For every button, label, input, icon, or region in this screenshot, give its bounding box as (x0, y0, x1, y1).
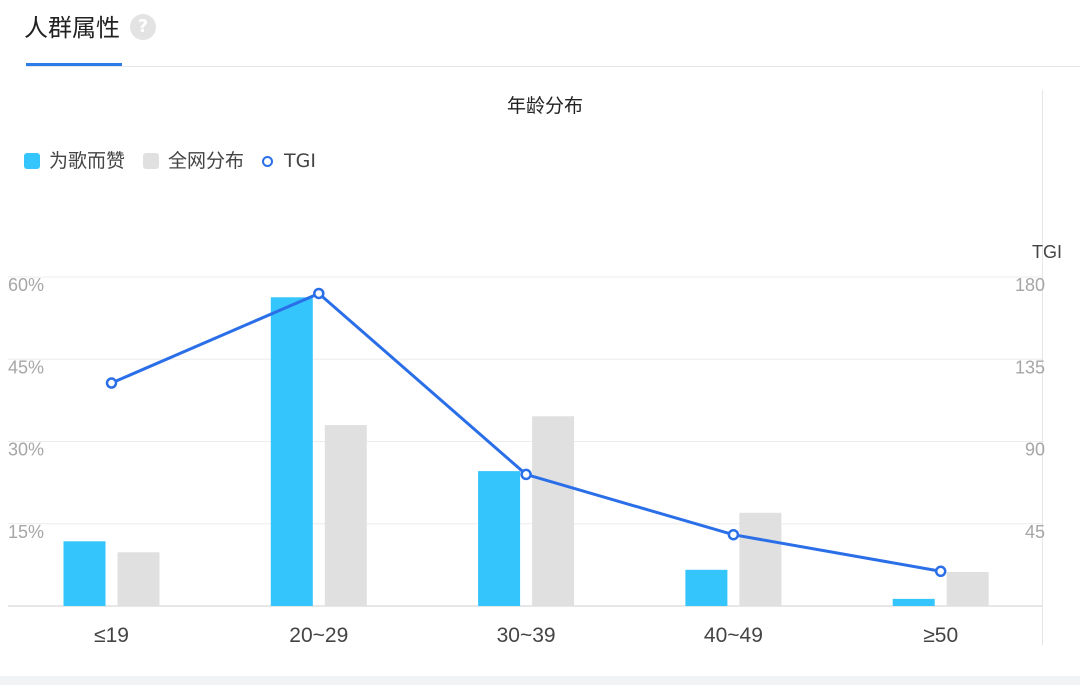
question-circle-icon[interactable]: ? (130, 14, 156, 40)
x-tick-label: 30~39 (497, 624, 556, 647)
legend-item-tgi[interactable]: TGI (262, 147, 316, 175)
bottom-band (0, 676, 1080, 685)
panel-border (1042, 90, 1043, 645)
y-left-tick-label: 15% (8, 522, 44, 542)
tgi-point (313, 287, 325, 300)
header-divider (26, 66, 1080, 67)
x-tick-label: 20~29 (289, 624, 348, 647)
legend-label-series-2: 全网分布 (168, 150, 245, 172)
bar-series-1 (478, 471, 521, 606)
chart-title: 年龄分布 (506, 95, 583, 117)
axis-labels: 60% 45% 30% 15% 180 135 90 45 TGI ≤19 20~29 30~39 40… (8, 242, 1062, 647)
tgi-line (105, 287, 947, 578)
gridlines (8, 276, 1042, 607)
tgi-point (934, 565, 947, 578)
legend-label-tgi: TGI (284, 150, 316, 172)
bar-series-2 (739, 512, 782, 606)
y-right-tick-label: 135 (1015, 357, 1045, 377)
y-right-tick-label: 45 (1025, 522, 1045, 542)
bar-series-2 (117, 552, 160, 606)
bar-series-1 (63, 541, 106, 606)
y-left-tick-label: 30% (8, 440, 44, 460)
x-tick-label: ≥50 (923, 624, 958, 647)
legend-label-series-1: 为歌而赞 (49, 150, 126, 172)
bar-series-1 (685, 569, 728, 606)
bar-series-1 (892, 598, 935, 606)
tab-title[interactable]: 人群属性 (24, 14, 120, 42)
header: 人群属性 ? (0, 0, 1080, 68)
active-tab-indicator (26, 63, 122, 67)
tgi-point (727, 528, 740, 541)
x-tick-label: 40~49 (704, 624, 763, 647)
y-right-tick-label: 90 (1025, 440, 1045, 460)
y-right-axis-label: TGI (1032, 242, 1062, 262)
y-left-tick-label: 60% (8, 275, 44, 295)
x-tick-label: ≤19 (94, 624, 129, 647)
bar-series-2 (532, 416, 575, 606)
chart-legend: 为歌而赞 全网分布 TGI (24, 146, 334, 176)
legend-item-series-1[interactable]: 为歌而赞 (24, 147, 125, 175)
legend-marker-tgi (262, 155, 274, 167)
bar-series-2 (946, 572, 989, 606)
tgi-point (520, 468, 532, 481)
legend-item-series-2[interactable]: 全网分布 (143, 147, 244, 175)
y-left-tick-label: 45% (8, 357, 44, 377)
tgi-line-path (110, 291, 941, 573)
bar-series-2 (324, 425, 367, 606)
legend-swatch-series-1 (24, 153, 40, 169)
legend-swatch-series-2 (143, 153, 160, 169)
bars (63, 297, 989, 606)
bar-series-1 (270, 297, 313, 606)
tgi-point (105, 377, 118, 389)
y-right-tick-label: 180 (1015, 275, 1045, 295)
